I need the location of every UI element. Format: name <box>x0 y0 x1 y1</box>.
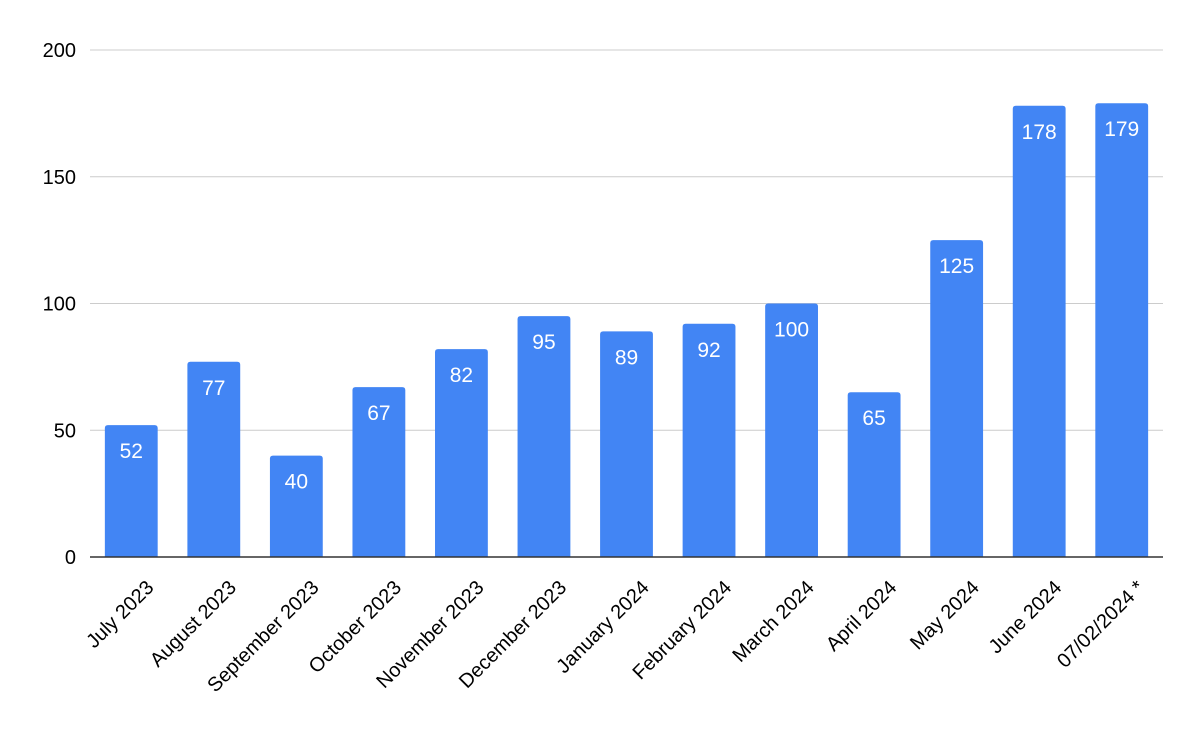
x-tick-label: 07/02/2024 * <box>1053 576 1149 672</box>
data-label: 40 <box>285 471 308 494</box>
x-tick-label: April 2024 <box>822 577 901 656</box>
bar <box>930 240 984 557</box>
bar <box>104 425 158 557</box>
bar <box>847 392 901 557</box>
data-label: 67 <box>367 402 390 425</box>
x-tick-label: March 2024 <box>728 577 818 667</box>
y-tick-label: 50 <box>54 420 76 442</box>
data-label: 77 <box>202 377 225 400</box>
data-label: 52 <box>120 440 143 463</box>
x-tick-label: May 2024 <box>906 577 984 655</box>
data-label: 65 <box>862 407 885 430</box>
bar <box>600 331 653 557</box>
data-label: 95 <box>532 331 555 354</box>
data-label: 125 <box>939 255 974 278</box>
data-label: 178 <box>1022 121 1057 144</box>
bar <box>1012 105 1066 558</box>
y-tick-label: 200 <box>43 40 76 62</box>
x-tick-label: June 2024 <box>985 577 1067 659</box>
bar <box>1095 103 1149 558</box>
data-label: 100 <box>774 319 809 342</box>
data-labels: 52 77 40 67 82 95 89 92 100 65 125 178 179 <box>120 118 1140 493</box>
bar <box>352 387 406 557</box>
data-label: 179 <box>1104 118 1139 141</box>
y-tick-label: 100 <box>43 294 76 316</box>
bar <box>435 349 488 557</box>
bar <box>682 323 736 557</box>
data-label: 82 <box>450 364 473 387</box>
bar <box>269 455 323 557</box>
bar <box>187 361 241 557</box>
y-tick-label: 150 <box>43 167 76 189</box>
bar <box>517 316 571 557</box>
bars <box>104 103 1149 558</box>
y-tick-label: 0 <box>65 547 76 569</box>
data-label: 92 <box>697 339 720 362</box>
data-label: 89 <box>615 346 638 369</box>
bar <box>765 303 818 557</box>
y-axis-ticks: 0 50 100 150 200 <box>43 40 76 569</box>
x-tick-label: July 2023 <box>82 577 158 653</box>
